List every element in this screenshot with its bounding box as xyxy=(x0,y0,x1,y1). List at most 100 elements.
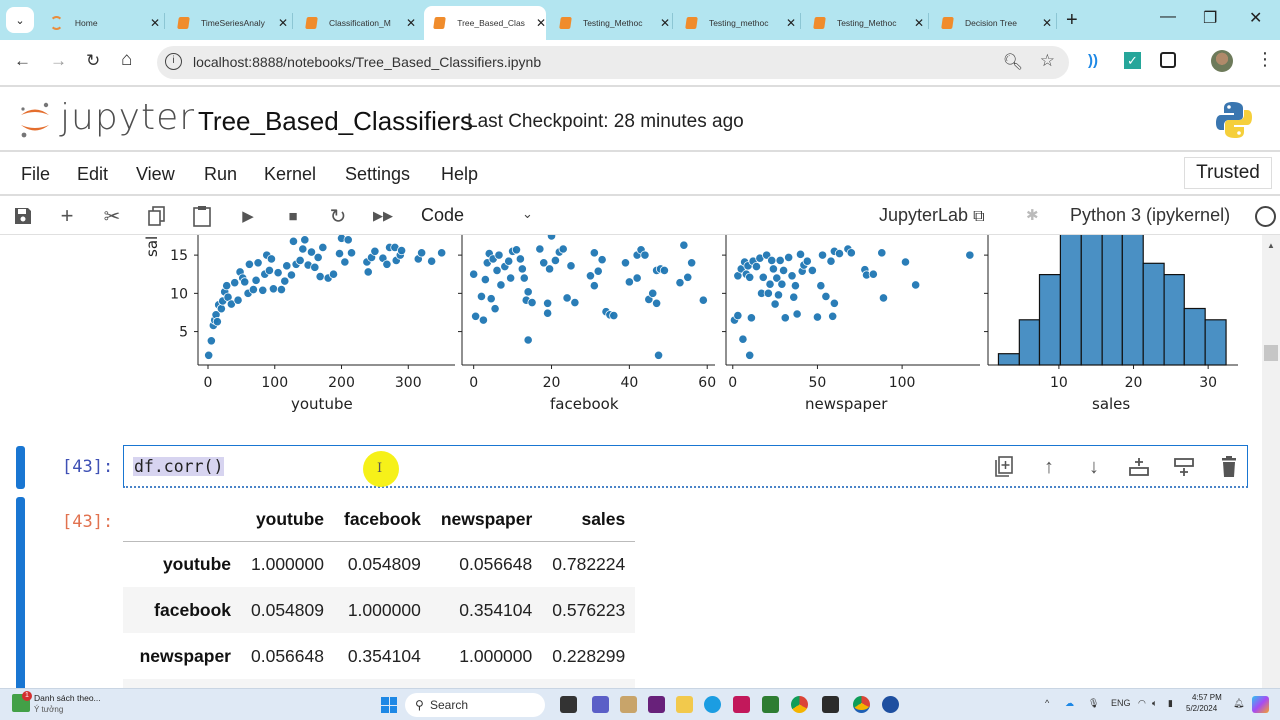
restart-button[interactable]: ↻ xyxy=(326,204,350,228)
terminal-icon[interactable] xyxy=(822,696,839,713)
menu-view[interactable]: View xyxy=(136,164,175,184)
chrome-profile-active-icon[interactable] xyxy=(853,696,870,713)
active-cell-indicator[interactable] xyxy=(16,446,25,489)
chevron-down-icon[interactable]: ⌄ xyxy=(522,206,533,221)
back-button[interactable]: ← xyxy=(14,51,31,70)
zoom-icon[interactable]: 🔍︎ xyxy=(1002,54,1023,71)
forward-button[interactable]: → xyxy=(50,51,67,70)
bookmark-star-icon[interactable]: ☆ xyxy=(1039,51,1055,70)
clock-date[interactable]: 5/2/2024 xyxy=(1186,704,1218,713)
tab-classification[interactable]: Classification_M ✕ xyxy=(298,6,416,40)
checkbox-extension-icon[interactable]: ✓ xyxy=(1124,52,1141,69)
xbox-icon[interactable] xyxy=(762,696,779,713)
insert-cell-button[interactable]: + xyxy=(55,203,79,228)
paste-button[interactable] xyxy=(190,204,214,228)
site-info-icon[interactable]: i xyxy=(165,53,182,70)
open-jupyterlab-link[interactable]: JupyterLab ⧉ xyxy=(879,205,985,226)
extensions-puzzle-icon[interactable] xyxy=(1160,52,1176,68)
app-icon[interactable] xyxy=(733,696,750,713)
snipping-tool-icon[interactable] xyxy=(620,696,637,713)
close-icon[interactable]: ✕ xyxy=(785,16,796,30)
edge-icon[interactable] xyxy=(704,696,721,713)
menu-kernel[interactable]: Kernel xyxy=(264,164,317,184)
tab-timeseries[interactable]: TimeSeriesAnaly ✕ xyxy=(170,6,288,40)
save-button[interactable] xyxy=(11,204,35,228)
restart-run-all-button[interactable]: ▶▶ xyxy=(371,204,395,228)
scrollbar-thumb[interactable] xyxy=(1264,345,1278,361)
widget-title[interactable]: Danh sách theo... xyxy=(34,693,101,703)
volume-icon[interactable]: 🔈︎ xyxy=(1152,698,1158,708)
insert-below-button[interactable] xyxy=(1172,455,1196,479)
restore-button[interactable]: ❐ xyxy=(1203,10,1218,27)
microphone-icon[interactable]: 🎙︎ xyxy=(1088,698,1100,708)
scroll-up-arrow-icon[interactable]: ▲ xyxy=(1267,241,1275,250)
reload-button[interactable]: ↻ xyxy=(86,51,101,70)
cut-button[interactable]: ✂ xyxy=(100,204,124,228)
close-icon[interactable]: ✕ xyxy=(405,16,416,30)
menu-settings[interactable]: Settings xyxy=(345,164,411,184)
language-indicator[interactable]: ENG xyxy=(1111,698,1131,708)
tab-testing-3[interactable]: Testing_Methoc ✕ xyxy=(806,6,924,40)
new-tab-button[interactable]: + xyxy=(1066,9,1078,31)
visual-studio-icon[interactable] xyxy=(648,696,665,713)
run-button[interactable]: ▶ xyxy=(236,204,260,228)
windows-taskbar: 1 Danh sách theo... Ý tưởng ⚲ Search ^ ☁… xyxy=(0,688,1280,720)
tab-home[interactable]: Home ✕ xyxy=(42,6,160,40)
delete-cell-button[interactable] xyxy=(1217,455,1241,479)
insert-above-button[interactable] xyxy=(1127,455,1151,479)
copilot-icon[interactable] xyxy=(1252,696,1269,713)
battery-icon[interactable]: ▮ xyxy=(1168,698,1173,708)
notebook-scrollbar[interactable]: ▲ xyxy=(1262,235,1280,688)
svg-text:0: 0 xyxy=(469,375,478,391)
menu-run[interactable]: Run xyxy=(204,164,238,184)
telegram-icon[interactable] xyxy=(882,696,899,713)
chrome-icon[interactable] xyxy=(791,696,808,713)
cell-type-select[interactable]: Code xyxy=(421,205,465,225)
close-icon[interactable]: ✕ xyxy=(277,16,288,30)
wifi-icon[interactable]: ◠ xyxy=(1138,698,1146,708)
close-icon[interactable]: ✕ xyxy=(149,16,160,30)
teams-icon[interactable] xyxy=(592,696,609,713)
tab-decision-tree[interactable]: Decision Tree ✕ xyxy=(934,6,1052,40)
copy-button[interactable] xyxy=(145,204,169,228)
onedrive-icon[interactable]: ☁ xyxy=(1065,698,1074,708)
minimize-button[interactable]: — xyxy=(1160,8,1176,25)
menu-edit[interactable]: Edit xyxy=(77,164,109,184)
url-text[interactable]: localhost:8888/notebooks/Tree_Based_Clas… xyxy=(193,54,542,70)
read-aloud-extension-icon[interactable]: )) xyxy=(1088,52,1098,69)
tab-testing-2[interactable]: Testing_methoc ✕ xyxy=(678,6,796,40)
task-view-icon[interactable] xyxy=(560,696,577,713)
debugger-bug-icon[interactable]: ✱ xyxy=(1026,207,1039,224)
kernel-name[interactable]: Python 3 (ipykernel) xyxy=(1070,205,1231,225)
close-icon[interactable]: ✕ xyxy=(535,16,546,30)
tab-tree-based-active[interactable]: Tree_Based_Clas ✕ xyxy=(424,6,546,40)
profile-avatar[interactable] xyxy=(1211,50,1233,72)
interrupt-button[interactable]: ■ xyxy=(281,204,305,228)
tab-testing-1[interactable]: Testing_Methoc ✕ xyxy=(552,6,670,40)
close-icon[interactable]: ✕ xyxy=(913,16,924,30)
code-source[interactable]: df.corr() xyxy=(133,457,225,476)
tray-overflow-icon[interactable]: ^ xyxy=(1045,698,1050,708)
close-icon[interactable]: ✕ xyxy=(659,16,670,30)
output-collapser[interactable] xyxy=(16,497,25,688)
taskbar-search[interactable]: ⚲ Search xyxy=(405,693,545,717)
file-explorer-icon[interactable] xyxy=(676,696,693,713)
clock-time[interactable]: 4:57 PM xyxy=(1192,693,1222,702)
browser-menu-icon[interactable]: ⋮ xyxy=(1256,49,1274,69)
home-button[interactable]: ⌂ xyxy=(121,49,133,70)
duplicate-cell-button[interactable] xyxy=(992,455,1016,479)
trusted-indicator[interactable]: Trusted xyxy=(1184,157,1272,189)
menu-help[interactable]: Help xyxy=(441,164,479,184)
notifications-bell-icon[interactable]: 🔔︎ xyxy=(1233,698,1245,708)
move-down-button[interactable]: ↓ xyxy=(1082,455,1106,479)
code-editor[interactable]: df.corr() ↑ ↓ xyxy=(123,445,1248,488)
close-icon[interactable]: ✕ xyxy=(1041,16,1052,30)
menu-file[interactable]: File xyxy=(21,164,51,184)
start-button[interactable] xyxy=(381,697,397,713)
move-up-button[interactable]: ↑ xyxy=(1037,455,1061,479)
tab-search-button[interactable]: ⌄ xyxy=(6,7,34,33)
jupyter-logo-icon[interactable] xyxy=(18,101,52,139)
address-bar[interactable]: i localhost:8888/notebooks/Tree_Based_Cl… xyxy=(157,46,1069,79)
window-close-button[interactable]: ✕ xyxy=(1249,10,1263,27)
notebook-title[interactable]: Tree_Based_Classifiers xyxy=(198,106,474,136)
